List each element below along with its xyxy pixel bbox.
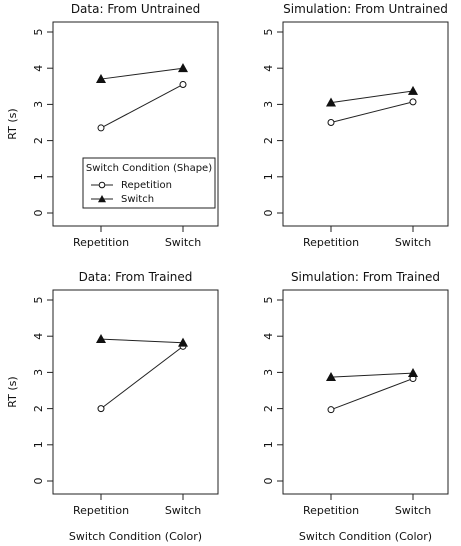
y-tick-label: 4 [262, 65, 275, 72]
y-tick-label: 0 [262, 478, 275, 485]
legend-marker-repetition [98, 181, 106, 189]
series-line-repetition [330, 378, 414, 411]
panel-3: Data: From Trained 0 1 2 3 4 5 RT (s) Repetition… [6, 270, 219, 543]
data-point-switch [407, 368, 419, 378]
y-tick-label: 4 [32, 333, 45, 340]
y-tick-label: 2 [262, 137, 275, 144]
legend-marker-switch [98, 195, 106, 203]
legend-title: Switch Condition (Shape) [86, 163, 212, 174]
y-tick-label: 5 [32, 29, 45, 36]
legend-label-switch: Switch [121, 194, 154, 205]
y-axis-label: RT (s) [6, 376, 19, 407]
series-line-switch [100, 338, 184, 344]
data-point-repetition [179, 80, 187, 88]
y-tick-label: 3 [262, 369, 275, 376]
x-tick-label: Repetition [73, 236, 129, 249]
data-point-repetition [97, 124, 105, 132]
data-point-switch [95, 333, 107, 343]
panel-title: Simulation: From Trained [291, 270, 440, 284]
data-point-repetition [327, 119, 335, 126]
x-tick-label: Repetition [73, 504, 129, 517]
series-line-switch [330, 90, 414, 104]
y-tick-label: 0 [262, 210, 275, 217]
data-point-switch [325, 371, 337, 382]
legend: Switch Condition (Shape) Repetition Switch [82, 157, 216, 209]
data-point-switch [325, 97, 337, 107]
x-axis-label: Switch Condition (Color) [69, 530, 202, 543]
y-tick-label: 3 [262, 101, 275, 108]
data-point-repetition [327, 406, 335, 414]
series-line-switch [330, 372, 414, 378]
series-line-repetition [100, 84, 184, 129]
x-tick-label: Switch [165, 504, 201, 517]
y-tick-label: 0 [32, 210, 45, 217]
y-tick-label: 1 [262, 441, 275, 448]
y-tick-label: 5 [262, 29, 275, 36]
y-tick-label: 4 [262, 333, 275, 340]
x-axis-label: Switch Condition (Color) [299, 530, 432, 543]
plot-frame [52, 289, 219, 495]
data-point-repetition [97, 405, 105, 413]
y-axis-label: RT (s) [6, 108, 19, 139]
y-tick-label: 5 [32, 297, 45, 304]
plot-frame [282, 289, 449, 495]
data-point-switch [177, 63, 189, 73]
panel-title: Simulation: From Untrained [283, 2, 448, 16]
y-tick-label: 4 [32, 65, 45, 72]
series-line-repetition [100, 345, 184, 409]
panel-title: Data: From Trained [79, 270, 193, 284]
x-tick-label: Switch [165, 236, 201, 249]
plot-frame [282, 21, 449, 227]
y-tick-label: 1 [32, 173, 45, 180]
y-tick-label: 1 [32, 441, 45, 448]
y-tick-label: 2 [32, 405, 45, 412]
series-line-switch [100, 67, 184, 80]
x-tick-label: Repetition [303, 236, 359, 249]
legend-label-repetition: Repetition [121, 180, 172, 191]
y-tick-label: 0 [32, 478, 45, 485]
panel-1: Data: From Untrained 0 1 2 3 4 5 RT (s) Repetiti… [6, 2, 219, 249]
data-point-switch [177, 337, 189, 347]
data-point-switch [407, 85, 419, 95]
x-tick-label: Switch [395, 236, 431, 249]
y-tick-label: 1 [262, 173, 275, 180]
legend-box [82, 157, 216, 209]
y-tick-label: 2 [32, 137, 45, 144]
plot-frame [52, 21, 219, 227]
series-line-repetition [330, 101, 414, 123]
x-tick-label: Repetition [303, 504, 359, 517]
y-tick-label: 3 [32, 101, 45, 108]
data-point-repetition [409, 98, 417, 106]
panel-2: Simulation: From Untrained 0 1 2 3 4 5 Repetiti… [262, 2, 449, 249]
x-tick-label: Switch [395, 504, 431, 517]
data-point-switch [95, 73, 107, 83]
y-tick-label: 3 [32, 369, 45, 376]
panel-4: Simulation: From Trained 0 1 2 3 4 5 Repetition… [262, 270, 449, 543]
y-tick-label: 2 [262, 405, 275, 412]
panel-title: Data: From Untrained [71, 2, 200, 16]
y-tick-label: 5 [262, 297, 275, 304]
